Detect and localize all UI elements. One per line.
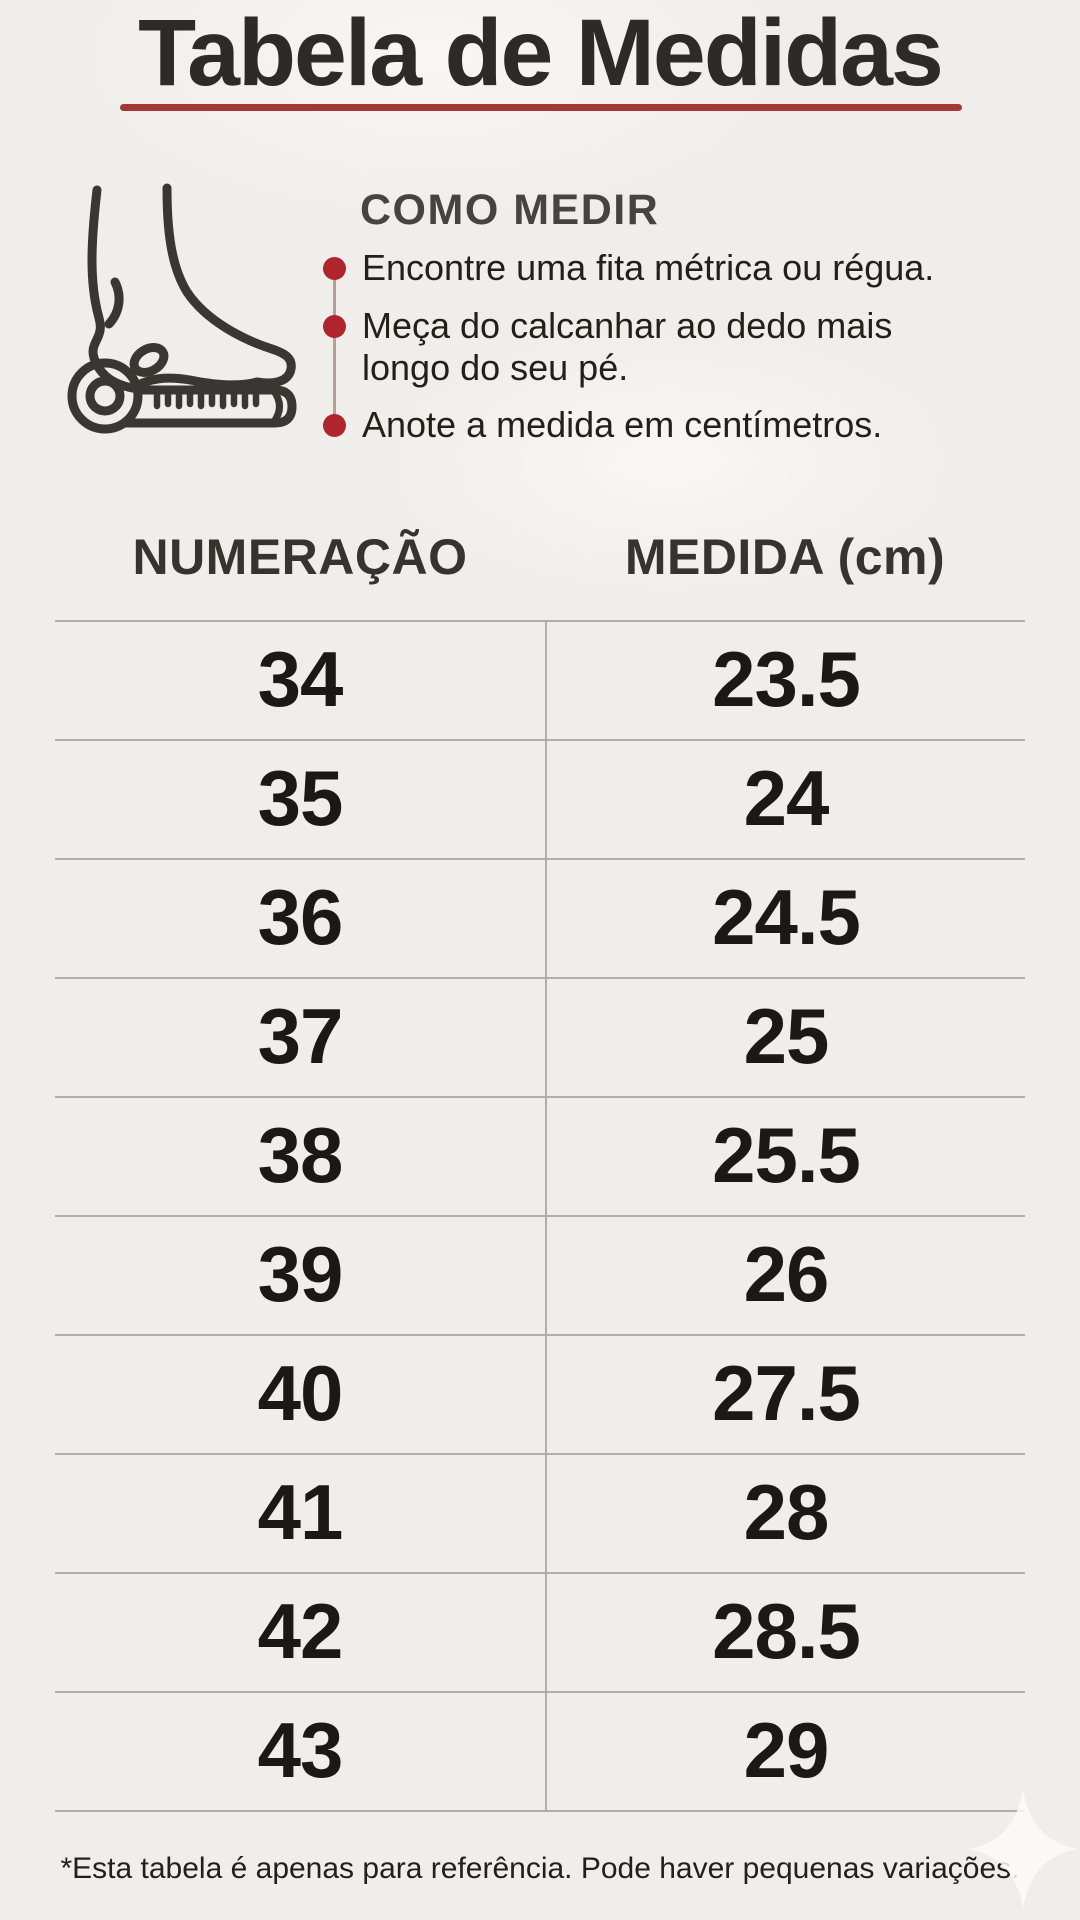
column-header-medida: MEDIDA (cm) bbox=[624, 529, 946, 585]
bullet-dot bbox=[323, 414, 346, 437]
cell-size: 35 bbox=[257, 754, 344, 842]
step-text: Meça do calcanhar ao dedo mais longo do … bbox=[362, 305, 893, 388]
page-title: Tabela de Medidas bbox=[138, 0, 944, 106]
table-row: 39 26 bbox=[55, 1217, 1025, 1336]
size-table: 34 23.5 35 24 36 24.5 37 25 38 25.5 39 2… bbox=[55, 620, 1025, 1812]
table-row: 36 24.5 bbox=[55, 860, 1025, 979]
how-to-heading: COMO MEDIR bbox=[360, 186, 660, 234]
cell-size: 39 bbox=[257, 1230, 344, 1318]
cell-cm: 24 bbox=[545, 741, 1025, 858]
footnote: *Esta tabela é apenas para referência. P… bbox=[60, 1852, 1020, 1885]
title-underline-rule bbox=[120, 104, 962, 111]
bullet-dot bbox=[323, 315, 346, 338]
cell-size: 36 bbox=[257, 873, 344, 961]
table-row: 40 27.5 bbox=[55, 1336, 1025, 1455]
foot-measuring-tape-icon bbox=[67, 183, 297, 434]
cell-cm: 28.5 bbox=[545, 1574, 1025, 1691]
cell-cm: 24.5 bbox=[545, 860, 1025, 977]
steps-connector-line bbox=[333, 269, 336, 427]
table-row: 35 24 bbox=[55, 741, 1025, 860]
how-to-step: Anote a medida em centímetros. bbox=[322, 404, 1002, 446]
how-to-step: Encontre uma fita métrica ou régua. bbox=[322, 247, 1002, 289]
how-to-step: Meça do calcanhar ao dedo mais longo do … bbox=[322, 305, 942, 389]
cell-cm: 28 bbox=[545, 1455, 1025, 1572]
cell-size: 43 bbox=[257, 1706, 344, 1794]
cell-cm: 27.5 bbox=[545, 1336, 1025, 1453]
table-row: 42 28.5 bbox=[55, 1574, 1025, 1693]
table-row: 41 28 bbox=[55, 1455, 1025, 1574]
column-header-numeracao: NUMERAÇÃO bbox=[132, 529, 468, 585]
table-row: 34 23.5 bbox=[55, 622, 1025, 741]
cell-size: 40 bbox=[257, 1349, 344, 1437]
table-row: 43 29 bbox=[55, 1693, 1025, 1812]
cell-size: 37 bbox=[257, 992, 344, 1080]
table-row: 37 25 bbox=[55, 979, 1025, 1098]
cell-cm: 25 bbox=[545, 979, 1025, 1096]
cell-cm: 26 bbox=[545, 1217, 1025, 1334]
cell-size: 41 bbox=[257, 1468, 344, 1556]
cell-size: 34 bbox=[257, 635, 344, 723]
cell-cm: 25.5 bbox=[545, 1098, 1025, 1215]
table-row: 38 25.5 bbox=[55, 1098, 1025, 1217]
cell-cm: 23.5 bbox=[545, 622, 1025, 739]
step-text: Anote a medida em centímetros. bbox=[362, 404, 883, 445]
cell-cm: 29 bbox=[545, 1693, 1025, 1810]
table-header-row: NUMERAÇÃO MEDIDA (cm) bbox=[55, 522, 1025, 592]
step-text: Encontre uma fita métrica ou régua. bbox=[362, 247, 935, 288]
sparkle-icon bbox=[968, 1789, 1078, 1909]
bullet-dot bbox=[323, 257, 346, 280]
cell-size: 38 bbox=[257, 1111, 344, 1199]
cell-size: 42 bbox=[257, 1587, 344, 1675]
